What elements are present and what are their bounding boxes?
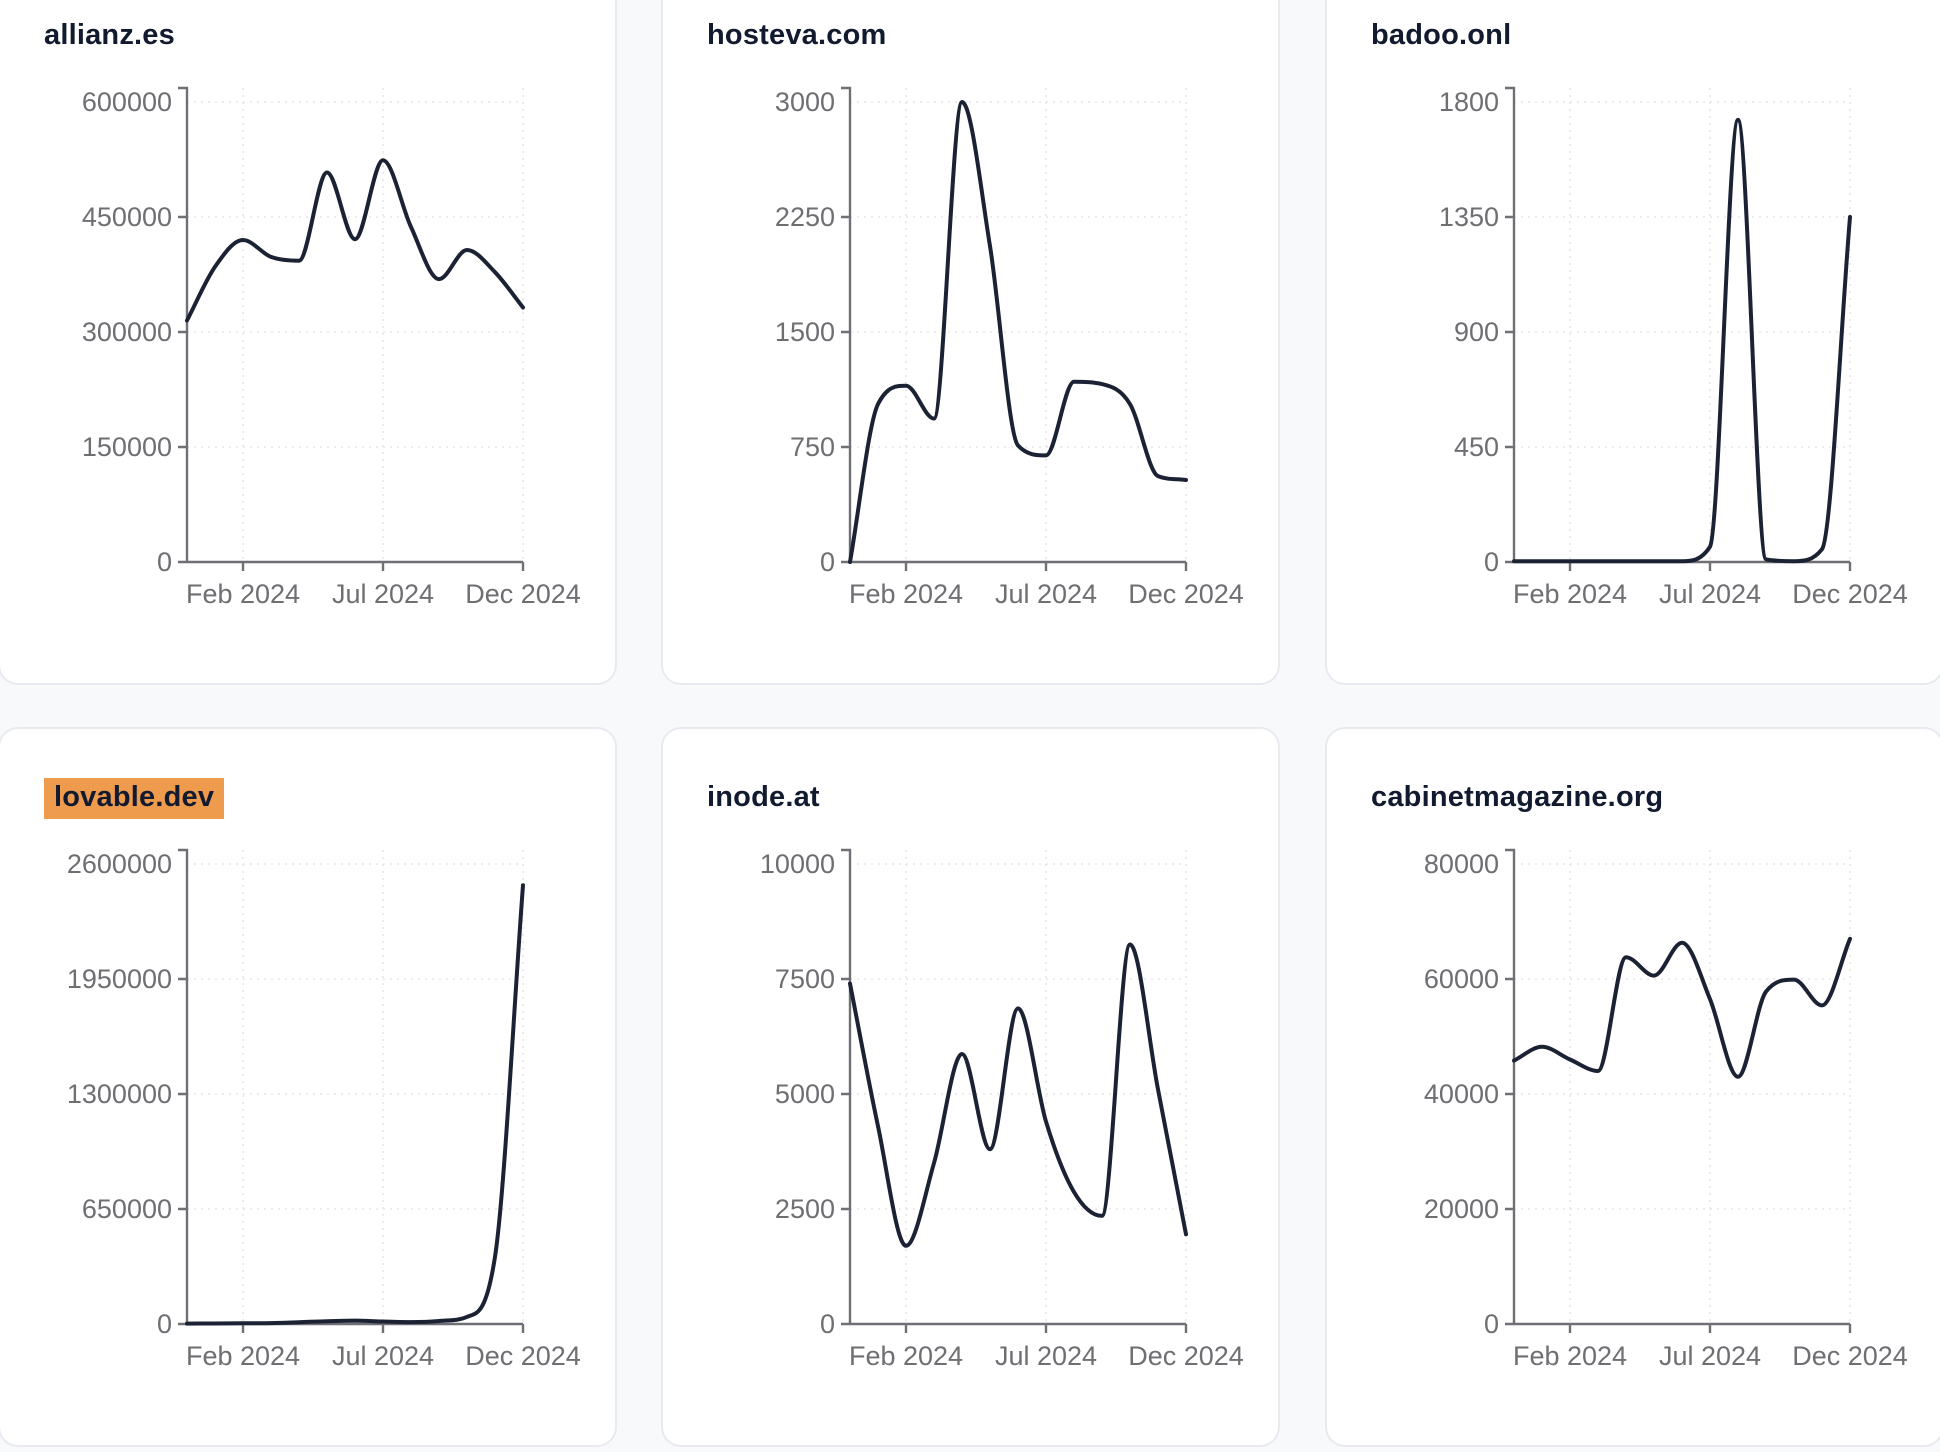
y-tick-label: 450000	[82, 202, 172, 232]
y-tick-label: 80000	[1424, 849, 1499, 879]
trend-line	[848, 942, 1188, 1248]
y-tick-label: 3000	[775, 87, 835, 117]
y-tick-label: 150000	[82, 432, 172, 462]
y-tick-label: 1800	[1439, 87, 1499, 117]
chart-title-row: hosteva.com	[707, 15, 887, 55]
line-chart: 0 20000 40000 60000 80000 Feb 2024 Jul 2024 Dec…	[1424, 848, 1908, 1371]
y-tick-label: 600000	[82, 87, 172, 117]
y-tick-label: 1350	[1439, 202, 1499, 232]
axes	[178, 848, 525, 1333]
chart-title-row: allianz.es	[44, 15, 175, 55]
chart-title: hosteva.com	[707, 19, 887, 51]
y-tick-label: 650000	[82, 1194, 172, 1224]
y-tick-label: 2600000	[67, 849, 172, 879]
y-tick-label: 2250	[775, 202, 835, 232]
y-tick-label: 40000	[1424, 1079, 1499, 1109]
y-tick-label: 7500	[775, 964, 835, 994]
x-tick-label: Jul 2024	[332, 1341, 434, 1371]
chart-title: badoo.onl	[1371, 19, 1512, 51]
y-tick-label: 0	[157, 1309, 172, 1339]
y-tick-label: 300000	[82, 317, 172, 347]
chart-card: inode.at 0 2500 5000 7500 10000 Feb 2024 Jul 2…	[661, 727, 1280, 1447]
x-tick-label: Feb 2024	[849, 1341, 963, 1371]
x-tick-label: Feb 2024	[186, 1341, 300, 1371]
y-tick-label: 750	[790, 432, 835, 462]
y-tick-label: 900	[1454, 317, 1499, 347]
y-tick-label: 0	[157, 547, 172, 577]
y-tick-label: 60000	[1424, 964, 1499, 994]
axes	[1505, 86, 1852, 571]
x-tick-label: Feb 2024	[186, 579, 300, 609]
chart-title: inode.at	[707, 781, 820, 813]
chart-card: hosteva.com 0 750 1500 2250 3000 Feb 2024 Jul …	[661, 0, 1280, 685]
y-tick-label: 2500	[775, 1194, 835, 1224]
line-chart: 0 750 1500 2250 3000 Feb 2024 Jul 2024 Dec 2024	[775, 86, 1244, 609]
chart-title-row: inode.at	[707, 777, 820, 817]
x-tick-label: Dec 2024	[1128, 579, 1244, 609]
trend-line	[185, 158, 525, 323]
x-tick-label: Jul 2024	[995, 1341, 1097, 1371]
y-tick-label: 450	[1454, 432, 1499, 462]
x-tick-label: Dec 2024	[1128, 1341, 1244, 1371]
y-tick-label: 0	[1484, 547, 1499, 577]
line-chart: 0 2500 5000 7500 10000 Feb 2024 Jul 2024 Dec 20…	[760, 848, 1244, 1371]
axes	[1505, 848, 1852, 1333]
x-tick-label: Jul 2024	[1659, 1341, 1761, 1371]
y-tick-label: 20000	[1424, 1194, 1499, 1224]
trend-line	[185, 883, 525, 1326]
line-chart: 0 150000 300000 450000 600000 Feb 2024 Jul 202…	[82, 86, 581, 609]
y-tick-label: 0	[820, 547, 835, 577]
trend-line	[1512, 936, 1852, 1079]
chart-card: badoo.onl 0 450 900 1350 1800 Feb 2024 Jul 202…	[1325, 0, 1940, 685]
line-chart: 0 450 900 1350 1800 Feb 2024 Jul 2024 Dec 2024	[1439, 86, 1908, 609]
chart-title-highlighted: lovable.dev	[44, 778, 225, 819]
axes	[178, 86, 525, 571]
axes	[841, 848, 1188, 1333]
y-tick-label: 0	[1484, 1309, 1499, 1339]
chart-title-row: lovable.dev	[44, 777, 225, 819]
line-chart: 0 650000 1300000 1950000 2600000 Feb 2024 Jul …	[67, 848, 581, 1371]
x-tick-label: Dec 2024	[1792, 579, 1908, 609]
chart-card: allianz.es 0 150000 300000 450000 600000 Feb …	[0, 0, 617, 685]
x-tick-label: Dec 2024	[465, 1341, 581, 1371]
chart-card: cabinetmagazine.org 0 20000 40000 60000 8000…	[1325, 727, 1940, 1447]
chart-title: allianz.es	[44, 19, 175, 51]
x-tick-label: Jul 2024	[1659, 579, 1761, 609]
chart-card: lovable.dev 0 650000 1300000 1950000 2600000…	[0, 727, 617, 1447]
y-tick-label: 10000	[760, 849, 835, 879]
y-tick-label: 1500	[775, 317, 835, 347]
x-tick-label: Feb 2024	[1513, 579, 1627, 609]
x-tick-label: Jul 2024	[332, 579, 434, 609]
y-tick-label: 1950000	[67, 964, 172, 994]
x-tick-label: Dec 2024	[1792, 1341, 1908, 1371]
y-tick-label: 1300000	[67, 1079, 172, 1109]
y-tick-label: 0	[820, 1309, 835, 1339]
x-tick-label: Jul 2024	[995, 579, 1097, 609]
axes	[841, 86, 1188, 571]
x-tick-label: Dec 2024	[465, 579, 581, 609]
chart-title: cabinetmagazine.org	[1371, 781, 1664, 813]
y-tick-label: 5000	[775, 1079, 835, 1109]
chart-title-row: cabinetmagazine.org	[1371, 777, 1663, 817]
chart-title-row: badoo.onl	[1371, 15, 1511, 55]
x-tick-label: Feb 2024	[1513, 1341, 1627, 1371]
trend-line	[848, 100, 1188, 564]
x-tick-label: Feb 2024	[849, 579, 963, 609]
trend-line	[1512, 117, 1852, 564]
